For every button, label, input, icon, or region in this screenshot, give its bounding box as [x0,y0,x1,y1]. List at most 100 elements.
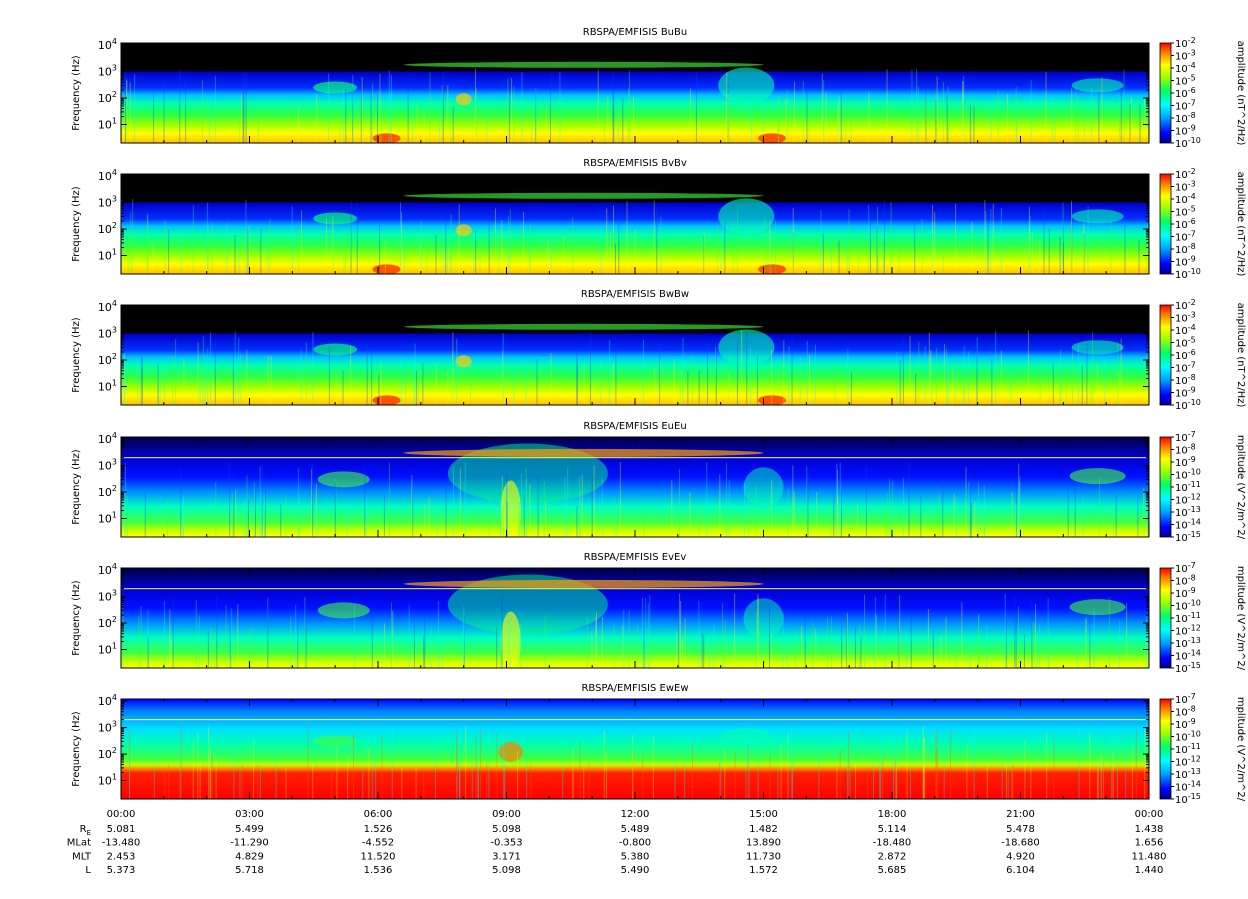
colorbar-tick-label: 10-4 [1175,323,1196,337]
ephemeris-value: -11.290 [230,838,269,849]
colorbar-tick-label: 10-3 [1175,180,1196,194]
spectral-feature [455,224,472,237]
colorbar-tick-label: 10-11 [1175,611,1201,625]
ephemeris-value: 5.490 [621,865,650,876]
y-tick-label: 101 [98,247,117,262]
colorbar-tick-label: 10-5 [1175,205,1196,219]
ephemeris-row-label: MLat [67,838,91,849]
y-tick-label: 104 [98,431,117,446]
spectrogram-image [121,699,1149,799]
spectral-feature [718,198,775,235]
colorbar-tick-label: 10-10 [1175,468,1201,482]
colorbar-tick-label: 10-12 [1175,755,1201,769]
spectral-feature [313,735,358,748]
colorbar-tick-label: 10-7 [1175,561,1196,575]
colorbar-label: amplitude (nT^2/Hz) [1235,172,1246,277]
y-tick-label: 102 [98,484,117,499]
colorbar-tick-label: 10-7 [1175,692,1196,706]
colorbar [1159,42,1172,144]
colorbar-tick-label: 10-8 [1175,574,1196,588]
y-tick-label: 104 [98,562,117,577]
spectral-feature [1069,468,1126,485]
ephemeris-value: 1.438 [1135,824,1164,835]
ephemeris-row-label: RE [80,824,91,837]
spectral-feature [403,323,764,330]
ephemeris-value: 1.440 [1135,865,1164,876]
spectral-feature [372,133,401,143]
spectral-feature [455,93,472,106]
spectrogram-image [121,43,1149,143]
colorbar-tick-label: 10-12 [1175,493,1201,507]
spectrogram-panel: RBSPA/EMFISIS BvBv 101 102 103 104 Frequency … [71,158,1246,281]
colorbar-label: amplitude (nT^2/Hz) [1235,41,1246,146]
ephemeris-value: 4.920 [1006,851,1035,862]
colorbar-tick-label: 10-4 [1175,192,1196,206]
ephemeris-value: 5.380 [621,851,650,862]
colorbar-tick-label: 10-13 [1175,505,1201,519]
panel-title: RBSPA/EMFISIS BwBw [581,289,689,300]
ephemeris-value: 1.536 [364,865,393,876]
spectral-feature [720,728,773,749]
colorbar-tick-label: 10-3 [1175,49,1196,63]
colorbar-tick-label: 10-7 [1175,361,1196,375]
colorbar-label: amplitude (nT^2/Hz) [1235,303,1246,408]
ephemeris-value: 5.718 [235,865,264,876]
colorbar-tick-label: 10-8 [1175,111,1196,125]
spectral-feature [372,264,401,274]
y-tick-label: 104 [98,168,117,183]
colorbar [1159,567,1172,669]
colorbar [1159,173,1172,275]
colorbar-label: mplitude (V^2/m^2/ [1235,566,1246,671]
spectral-feature [500,480,521,537]
spectral-feature [372,395,401,405]
spectrogram-image [121,568,1149,668]
spectral-feature [758,133,787,143]
spectral-feature [718,67,775,104]
colorbar-tick-label: 10-9 [1175,124,1196,138]
ephemeris-value: 5.478 [1006,824,1035,835]
x-tick-label: 21:00 [1006,809,1035,820]
colorbar [1159,698,1172,800]
spectral-feature [500,611,521,668]
x-tick-label: 00:00 [107,809,136,820]
colorbar-tick-label: 10-7 [1175,230,1196,244]
spectral-feature [718,329,775,366]
y-tick-label: 103 [98,589,117,604]
ephemeris-value: 5.685 [878,865,907,876]
spectral-feature [447,443,608,504]
panel-title: RBSPA/EMFISIS EuEu [583,421,686,432]
spectrogram-image [121,174,1149,274]
spectral-feature [1071,209,1124,224]
y-tick-label: 103 [98,458,117,473]
x-tick-label: 12:00 [621,809,650,820]
spectrogram-panel: RBSPA/EMFISIS BuBu 101 102 103 104 Frequency … [71,27,1246,150]
y-tick-label: 101 [98,378,117,393]
colorbar-tick-label: 10-9 [1175,386,1196,400]
spectral-feature [403,61,764,68]
colorbar-tick-label: 10-14 [1175,780,1201,794]
spectral-feature [743,467,784,508]
spectral-feature [317,602,370,619]
spectrogram-image [121,437,1149,537]
spectral-feature [313,81,358,94]
colorbar-tick-label: 10-8 [1175,705,1196,719]
ephemeris-table: RE 5.081 5.499 1.526 5.098 5.489 1.482 5.114 5.4… [67,824,1167,876]
ephemeris-value: 5.098 [492,824,521,835]
colorbar-tick-label: 10-8 [1175,443,1196,457]
spectrogram-panel: RBSPA/EMFISIS EuEu 101 102 103 104 Frequency … [71,421,1246,544]
spectrogram-panel: RBSPA/EMFISIS EvEv 101 102 103 104 Frequency … [71,552,1246,675]
y-tick-label: 104 [98,299,117,314]
colorbar-tick-label: 10-2 [1175,36,1196,50]
ephemeris-value: -0.800 [619,838,651,849]
colorbar-tick-label: 10-8 [1175,242,1196,256]
colorbar [1159,304,1172,406]
y-tick-label: 104 [98,693,117,708]
panel-title: RBSPA/EMFISIS BuBu [583,27,687,38]
spectral-feature [1069,599,1126,616]
panels: RBSPA/EMFISIS BuBu 101 102 103 104 Frequency … [71,27,1246,806]
spectrogram-image [121,305,1149,405]
y-tick-label: 101 [98,510,117,525]
x-tick-label: 18:00 [878,809,907,820]
colorbar-tick-label: 10-2 [1175,298,1196,312]
